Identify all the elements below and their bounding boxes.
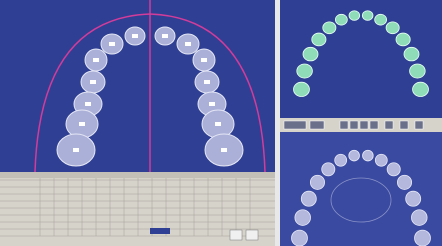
tooth-marker	[221, 148, 227, 152]
tooth	[363, 150, 374, 161]
tooth	[335, 154, 347, 166]
tooth	[387, 163, 400, 176]
occlusal-view	[280, 0, 442, 118]
tooth	[323, 22, 336, 34]
toolbar-button[interactable]	[360, 121, 368, 129]
tooth	[411, 210, 427, 226]
tooth-marker	[162, 34, 168, 38]
tooth	[335, 14, 347, 25]
tooth-marker	[215, 122, 221, 126]
tooth	[396, 33, 410, 46]
tooth	[301, 191, 316, 206]
tooth	[362, 11, 373, 21]
model-view	[280, 132, 442, 246]
tooth-marker	[93, 58, 99, 62]
toolbar-button[interactable]	[310, 121, 324, 129]
tooth-marker	[90, 80, 96, 84]
tooth	[292, 230, 308, 246]
toolbar-button[interactable]	[284, 121, 306, 129]
tooth-marker	[209, 102, 215, 106]
tooth	[415, 230, 431, 246]
tooth	[295, 210, 311, 226]
toolbar-button[interactable]	[400, 121, 408, 129]
tooth-marker	[73, 148, 79, 152]
tooth	[312, 33, 326, 46]
table-tabs	[0, 172, 275, 178]
tooth	[322, 163, 335, 176]
tooth	[310, 175, 324, 189]
tooth	[410, 64, 426, 78]
tooth-marker	[201, 58, 207, 62]
tooth	[386, 22, 399, 34]
toolbar-button[interactable]	[415, 121, 423, 129]
tooth	[406, 191, 421, 206]
tooth-marker	[204, 80, 210, 84]
tooth	[375, 154, 387, 166]
tooth-marker	[132, 34, 138, 38]
tooth	[303, 47, 318, 61]
toolbar-button[interactable]	[340, 121, 348, 129]
tooth	[349, 11, 360, 21]
button[interactable]	[230, 230, 242, 240]
tooth	[413, 82, 429, 96]
toolbar-buttons	[284, 121, 423, 129]
tooth	[397, 175, 411, 189]
tooth	[404, 47, 419, 61]
toolbar-button[interactable]	[385, 121, 393, 129]
tooth	[349, 150, 360, 161]
table-selection	[150, 228, 170, 234]
tooth	[293, 82, 309, 96]
tooth	[297, 64, 313, 78]
toolbar-button[interactable]	[370, 121, 378, 129]
tooth-marker	[109, 42, 115, 46]
tooth	[375, 14, 387, 25]
button[interactable]	[246, 230, 258, 240]
toolbar-button[interactable]	[350, 121, 358, 129]
screen	[0, 0, 442, 246]
tooth-marker	[85, 102, 91, 106]
tooth-marker	[79, 122, 85, 126]
page: (() => { const data = JSON.parse(documen…	[0, 0, 442, 246]
splitter	[275, 0, 280, 246]
tooth-marker	[185, 42, 191, 46]
